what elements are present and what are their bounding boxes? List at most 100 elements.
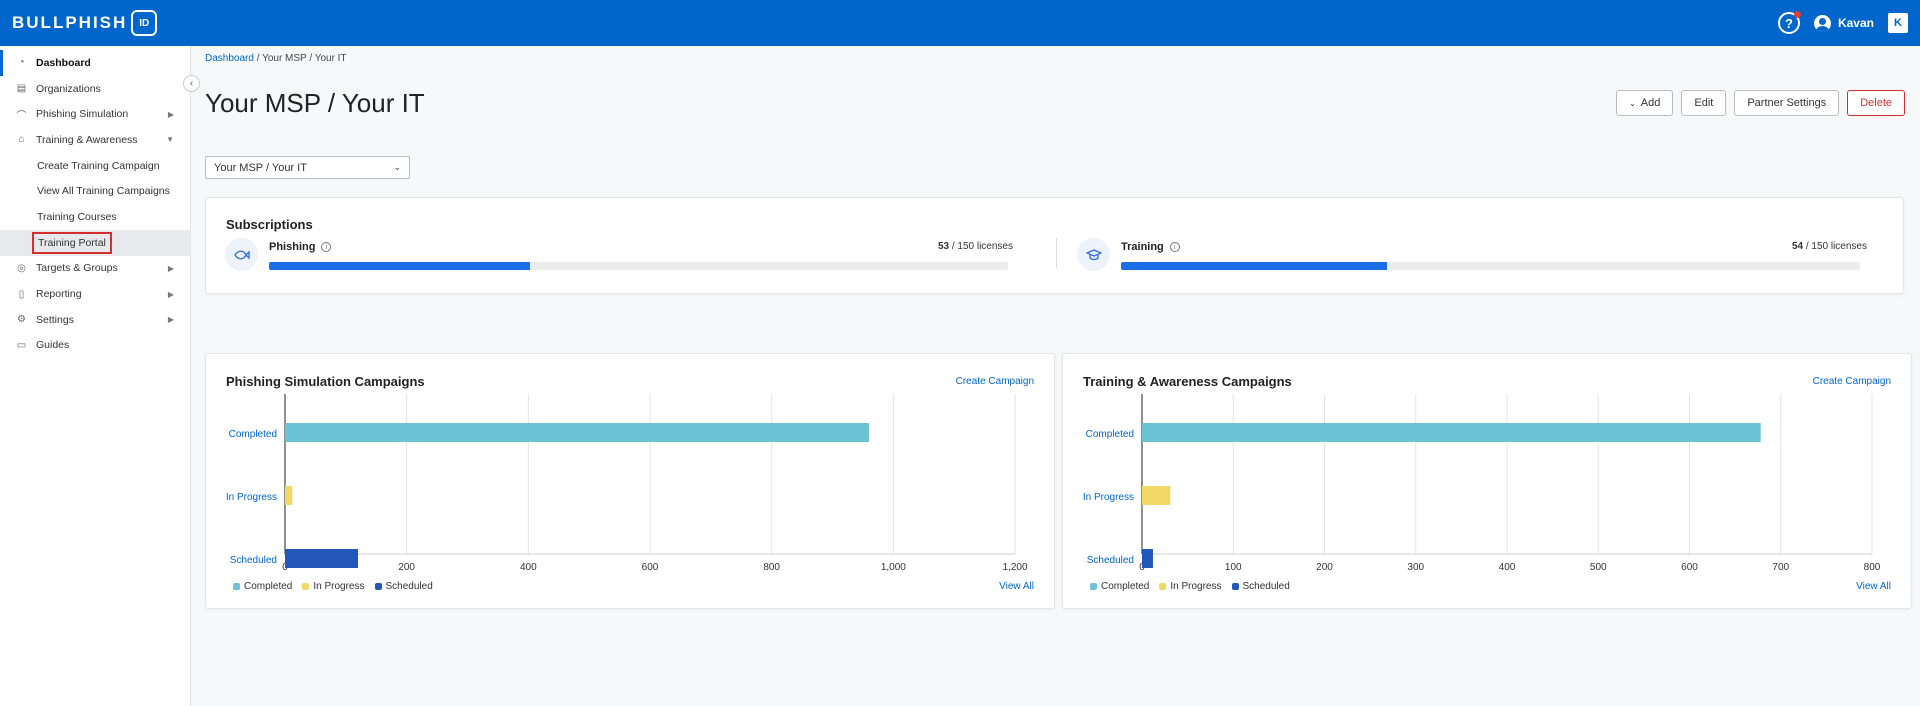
sidebar-item-label: Organizations — [36, 82, 101, 95]
x-tick-label: 1,000 — [881, 562, 906, 573]
create-training-campaign-link[interactable]: Create Campaign — [1812, 376, 1891, 387]
logo-text: BULLPHISH — [12, 13, 128, 32]
category-label-completed[interactable]: Completed — [1086, 429, 1134, 440]
bullphish-logo[interactable]: BULLPHISH ID — [12, 10, 158, 36]
sidebar-item-label: View All Training Campaigns — [37, 185, 170, 198]
category-label-in-progress[interactable]: In Progress — [226, 492, 277, 503]
legend-scheduled[interactable]: Scheduled — [1231, 581, 1290, 592]
phishing-subscription-name: Phishing i — [269, 241, 332, 253]
chevron-down-icon: ▼ — [166, 135, 174, 145]
legend-swatch-in-progress — [302, 583, 310, 590]
notification-dot — [1793, 11, 1801, 18]
sidebar-item-training-portal[interactable]: Training Portal — [0, 229, 190, 256]
chevron-down-icon: ⌄ — [1629, 98, 1636, 108]
legend-swatch-completed — [1090, 583, 1097, 590]
category-label-completed[interactable]: Completed — [229, 429, 277, 440]
x-tick-label: 600 — [1681, 562, 1698, 573]
phishing-licenses-used: 53 — [937, 241, 950, 252]
phishing-campaigns-title: Phishing Simulation Campaigns — [226, 374, 425, 389]
training-license-bar-fill — [1121, 262, 1388, 270]
category-label-scheduled[interactable]: Scheduled — [230, 555, 277, 566]
x-tick-label: 600 — [642, 562, 659, 573]
sidebar-item-dashboard[interactable]: ◔ Dashboard — [0, 50, 190, 76]
legend-label: Completed — [1101, 581, 1150, 592]
legend-in-progress[interactable]: In Progress — [1159, 581, 1222, 592]
user-menu[interactable]: Kavan — [1813, 14, 1874, 32]
phishing-view-all-link[interactable]: View All — [999, 581, 1034, 592]
sidebar-item-training-awareness[interactable]: ⌂ Training & Awareness ▼ — [0, 127, 190, 153]
legend-completed[interactable]: Completed — [1090, 581, 1149, 592]
x-tick-label: 200 — [398, 562, 415, 573]
report-icon: ▯ — [18, 288, 25, 300]
sidebar-item-label: Create Training Campaign — [37, 159, 160, 172]
training-campaigns-card: Training & Awareness Campaigns Create Ca… — [1062, 353, 1912, 609]
chevron-right-icon: ▶ — [167, 289, 174, 299]
training-subscription: Training i 54 / 150 licenses — [1077, 238, 1867, 278]
sidebar-item-label: Training & Awareness — [36, 133, 138, 146]
sidebar-item-settings[interactable]: ⚙ Settings ▶ — [0, 307, 190, 333]
chevron-left-icon: ‹ — [189, 78, 194, 89]
collapse-sidebar-button[interactable]: ‹ — [183, 75, 200, 92]
training-view-all-link[interactable]: View All — [1856, 581, 1891, 592]
sidebar-item-label: Reporting — [36, 288, 82, 301]
legend-in-progress[interactable]: In Progress — [302, 581, 365, 592]
sidebar-item-label: Dashboard — [36, 56, 91, 69]
hook-icon: ⌒ — [16, 110, 27, 122]
subscriptions-divider — [1056, 238, 1057, 268]
building-icon: ▤ — [16, 83, 27, 95]
kaseya-app-icon[interactable]: K — [1888, 13, 1908, 33]
training-licenses-total: / 150 licenses — [1803, 241, 1867, 252]
graduation-cap-icon — [1077, 238, 1110, 271]
training-chart-legend: Completed In Progress Scheduled — [1090, 581, 1290, 592]
sidebar-item-training-courses[interactable]: Training Courses — [0, 204, 190, 230]
x-tick-label: 200 — [1316, 562, 1333, 573]
training-label: Training — [1121, 241, 1164, 253]
target-icon: ◎ — [17, 262, 26, 274]
legend-label: Scheduled — [1242, 581, 1290, 592]
legend-swatch-completed — [233, 583, 240, 590]
sidebar-item-reporting[interactable]: ▯ Reporting ▶ — [0, 281, 190, 307]
help-icon[interactable]: ? — [1777, 11, 1801, 34]
bar-in-progress — [285, 486, 293, 505]
sidebar-item-label: Training Courses — [37, 210, 117, 223]
partner-settings-button[interactable]: Partner Settings — [1734, 90, 1840, 116]
training-license-count: 54 / 150 licenses — [1792, 241, 1867, 252]
category-label-in-progress[interactable]: In Progress — [1083, 492, 1134, 503]
add-button-label: Add — [1640, 97, 1661, 109]
legend-scheduled[interactable]: Scheduled — [374, 581, 433, 592]
phishing-campaigns-card: Phishing Simulation Campaigns Create Cam… — [205, 353, 1055, 609]
user-avatar-icon — [1813, 14, 1831, 32]
sidebar-item-create-training-campaign[interactable]: Create Training Campaign — [0, 153, 190, 179]
legend-label: In Progress — [313, 581, 365, 592]
info-icon[interactable]: i — [1169, 242, 1180, 252]
phishing-license-bar-fill — [269, 262, 531, 270]
x-tick-label: 1,200 — [1002, 562, 1027, 573]
sidebar-item-organizations[interactable]: ▤ Organizations — [0, 76, 190, 102]
sidebar-item-guides[interactable]: ▭ Guides — [0, 333, 190, 359]
help-glyph: ? — [1784, 15, 1793, 31]
legend-completed[interactable]: Completed — [233, 581, 292, 592]
breadcrumb: Dashboard / Your MSP / Your IT — [205, 53, 347, 64]
edit-button[interactable]: Edit — [1681, 90, 1727, 116]
phishing-chart-legend: Completed In Progress Scheduled — [233, 581, 433, 592]
chevron-right-icon: ▶ — [167, 263, 174, 273]
sidebar-item-label: Phishing Simulation — [36, 108, 129, 121]
create-phishing-campaign-link[interactable]: Create Campaign — [955, 376, 1034, 387]
training-campaigns-title: Training & Awareness Campaigns — [1083, 374, 1292, 389]
add-button[interactable]: ⌄ Add — [1616, 90, 1674, 116]
legend-label: Scheduled — [385, 581, 433, 592]
breadcrumb-dashboard-link[interactable]: Dashboard — [205, 53, 254, 64]
sidebar-item-phishing-simulation[interactable]: ⌒ Phishing Simulation ▶ — [0, 101, 190, 127]
delete-button[interactable]: Delete — [1847, 90, 1905, 116]
bar-completed — [285, 423, 869, 442]
info-icon[interactable]: i — [321, 242, 332, 252]
sidebar-item-targets-groups[interactable]: ◎ Targets & Groups ▶ — [0, 256, 190, 282]
category-label-scheduled[interactable]: Scheduled — [1087, 555, 1134, 566]
sidebar-item-view-all-training-campaigns[interactable]: View All Training Campaigns — [0, 178, 190, 204]
graduation-cap-icon: ⌂ — [18, 134, 25, 146]
organization-select[interactable]: Your MSP / Your IT ⌄ — [205, 156, 410, 179]
sidebar-item-label: Targets & Groups — [36, 262, 118, 275]
bar-scheduled — [285, 549, 358, 568]
x-tick-label: 400 — [520, 562, 537, 573]
